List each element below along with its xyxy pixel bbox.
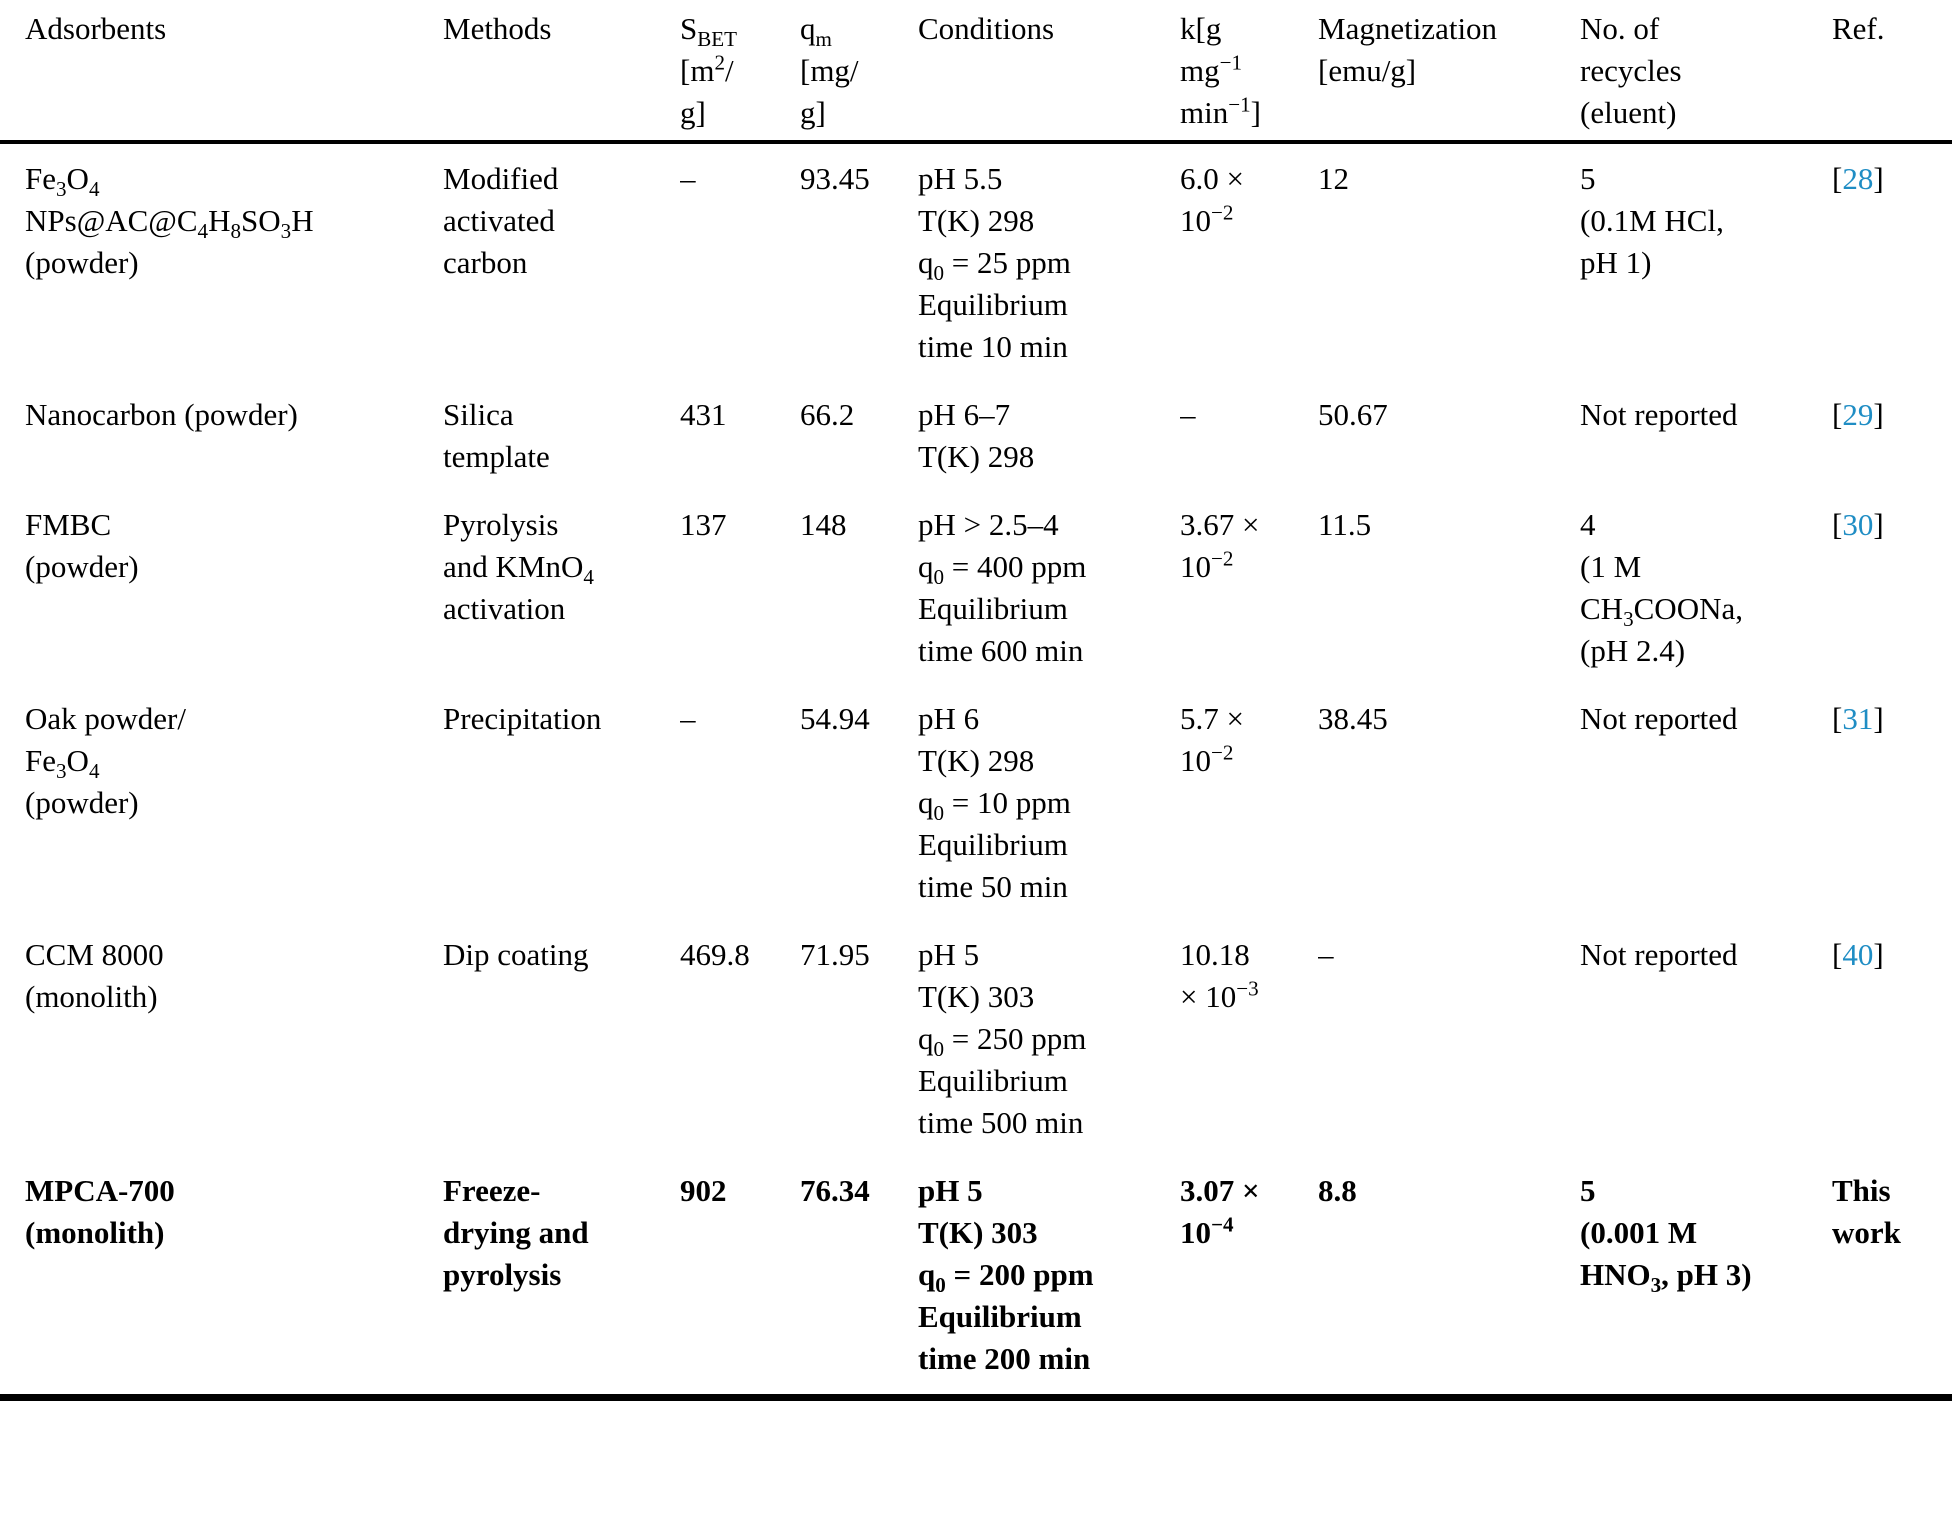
recycles-cell: Not reported: [1580, 701, 1738, 736]
table-row-ccm-8000: CCM 8000 (monolith) Dip coating 469.8 71.…: [0, 908, 1952, 1144]
recycles-cell: 5 (0.001 M HNO3, pH 3): [1580, 1173, 1752, 1298]
ref-citation-link[interactable]: [31]: [1832, 701, 1884, 736]
table-row-nanocarbon: Nanocarbon (powder) Silica template 431 6…: [0, 368, 1952, 478]
table-row-fmbc: FMBC (powder) Pyrolysis and KMnO4 activatio…: [0, 478, 1952, 672]
rate-constant-cell: 3.07 × 10−4: [1180, 1173, 1260, 1250]
conditions-cell: pH 6 T(K) 298 q0 = 10 ppm Equilibrium time 5…: [918, 701, 1071, 904]
sbet-cell: 469.8: [680, 937, 750, 972]
adsorbent-cell: MPCA-700 (monolith): [25, 1173, 175, 1250]
col-header-adsorbents: Adsorbents: [0, 0, 443, 144]
recycles-cell: Not reported: [1580, 397, 1738, 432]
table-row-oak-powder: Oak powder/Fe3O4 (powder) Precipitation –…: [0, 672, 1952, 908]
ref-citation-link[interactable]: [40]: [1832, 937, 1884, 972]
col-header-qm: qm [mg/g]: [800, 0, 918, 144]
adsorbent-cell: FMBC (powder): [25, 507, 139, 584]
magnetization-cell: 8.8: [1318, 1173, 1357, 1208]
sbet-cell: 137: [680, 507, 727, 542]
qm-cell: 66.2: [800, 397, 855, 432]
magnetization-cell: –: [1318, 937, 1334, 972]
col-header-ref: Ref.: [1832, 0, 1952, 144]
recycles-cell: 5 (0.1M HCl, pH 1): [1580, 161, 1724, 280]
col-header-rate-constant: k[g mg−1 min−1]: [1180, 0, 1318, 144]
qm-cell: 76.34: [800, 1173, 870, 1208]
adsorbent-cell: Fe3O4 NPs@AC@C4H8SO3H (powder): [25, 161, 314, 280]
ref-citation-link[interactable]: [30]: [1832, 507, 1884, 542]
magnetization-cell: 50.67: [1318, 397, 1388, 432]
qm-cell: 54.94: [800, 701, 870, 736]
qm-cell: 148: [800, 507, 847, 542]
method-cell: Freeze-drying and pyrolysis: [443, 1173, 589, 1292]
conditions-cell: pH 5 T(K) 303 q0 = 250 ppm Equilibrium time …: [918, 937, 1087, 1140]
table-row-fe3o4-np: Fe3O4 NPs@AC@C4H8SO3H (powder) Modified act…: [0, 142, 1952, 368]
adsorbent-cell: Nanocarbon (powder): [25, 397, 298, 432]
qm-cell: 93.45: [800, 161, 870, 196]
col-header-sbet: SBET [m2/g]: [680, 0, 800, 144]
sbet-cell: –: [680, 161, 696, 196]
ref-citation-link[interactable]: [28]: [1832, 161, 1884, 196]
conditions-cell: pH > 2.5–4 q0 = 400 ppm Equilibrium time 60…: [918, 507, 1087, 668]
sbet-cell: 902: [680, 1173, 727, 1208]
rate-constant-cell: –: [1180, 397, 1196, 432]
method-cell: Dip coating: [443, 937, 589, 972]
method-cell: Silica template: [443, 397, 550, 474]
col-header-recycles: No. of recycles (eluent): [1580, 0, 1832, 144]
rate-constant-cell: 10.18 × 10−3: [1180, 937, 1259, 1014]
rate-constant-cell: 5.7 × 10−2: [1180, 701, 1244, 778]
recycles-cell: 4 (1 M CH3COONa, (pH 2.4): [1580, 507, 1743, 668]
sbet-cell: –: [680, 701, 696, 736]
adsorbents-comparison-table: Adsorbents Methods SBET [m2/g] qm [mg/g] C…: [0, 0, 1952, 1401]
magnetization-cell: 11.5: [1318, 507, 1372, 542]
adsorbent-cell: Oak powder/Fe3O4 (powder): [25, 701, 186, 820]
col-header-methods: Methods: [443, 0, 680, 144]
col-header-conditions: Conditions: [918, 0, 1180, 144]
ref-this-work-label: This work: [1832, 1173, 1901, 1250]
conditions-cell: pH 6–7 T(K) 298: [918, 397, 1035, 474]
method-cell: Modified activated carbon: [443, 161, 559, 280]
sbet-cell: 431: [680, 397, 727, 432]
conditions-cell: pH 5.5 T(K) 298 q0 = 25 ppm Equilibrium time…: [918, 161, 1071, 364]
ref-citation-link[interactable]: [29]: [1832, 397, 1884, 432]
rate-constant-cell: 3.67 × 10−2: [1180, 507, 1260, 584]
adsorbent-cell: CCM 8000 (monolith): [25, 937, 164, 1014]
qm-cell: 71.95: [800, 937, 870, 972]
magnetization-cell: 12: [1318, 161, 1349, 196]
conditions-cell: pH 5 T(K) 303 q0 = 200 ppm Equilibrium time …: [918, 1173, 1094, 1376]
method-cell: Pyrolysis and KMnO4 activation: [443, 507, 594, 626]
table-header: Adsorbents Methods SBET [m2/g] qm [mg/g] C…: [0, 0, 1952, 144]
rate-constant-cell: 6.0 × 10−2: [1180, 161, 1244, 238]
method-cell: Precipitation: [443, 701, 602, 736]
col-header-magnetization: Magnetization [emu/g]: [1318, 0, 1580, 144]
recycles-cell: Not reported: [1580, 937, 1738, 972]
magnetization-cell: 38.45: [1318, 701, 1388, 736]
table-row-mpca-700-this-work: MPCA-700 (monolith) Freeze-drying and pyro…: [0, 1144, 1952, 1398]
